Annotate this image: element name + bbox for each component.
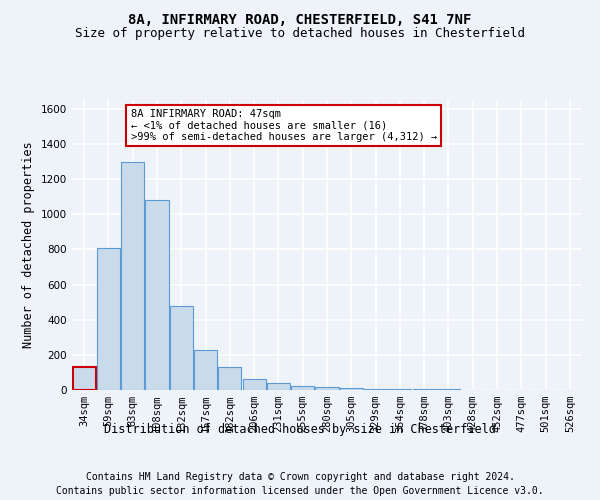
Bar [267,384,290,390]
Bar [340,388,363,390]
Bar [73,367,95,390]
Text: 8A INFIRMARY ROAD: 47sqm
← <1% of detached houses are smaller (16)
>99% of semi-: 8A INFIRMARY ROAD: 47sqm ← <1% of detach… [131,108,437,142]
Text: Contains public sector information licensed under the Open Government Licence v3: Contains public sector information licen… [56,486,544,496]
Bar [437,389,460,390]
Bar [194,350,217,390]
Bar [413,389,436,390]
Text: Size of property relative to detached houses in Chesterfield: Size of property relative to detached ho… [75,28,525,40]
Bar [388,389,412,390]
Text: Distribution of detached houses by size in Chesterfield: Distribution of detached houses by size … [104,422,496,436]
Text: Contains HM Land Registry data © Crown copyright and database right 2024.: Contains HM Land Registry data © Crown c… [86,472,514,482]
Bar [97,248,120,390]
Text: 8A, INFIRMARY ROAD, CHESTERFIELD, S41 7NF: 8A, INFIRMARY ROAD, CHESTERFIELD, S41 7N… [128,12,472,26]
Bar [242,378,266,390]
Y-axis label: Number of detached properties: Number of detached properties [22,142,35,348]
Bar [145,200,169,390]
Bar [316,388,338,390]
Bar [170,306,193,390]
Bar [364,389,387,390]
Bar [291,386,314,390]
Bar [121,162,144,390]
Bar [218,367,241,390]
